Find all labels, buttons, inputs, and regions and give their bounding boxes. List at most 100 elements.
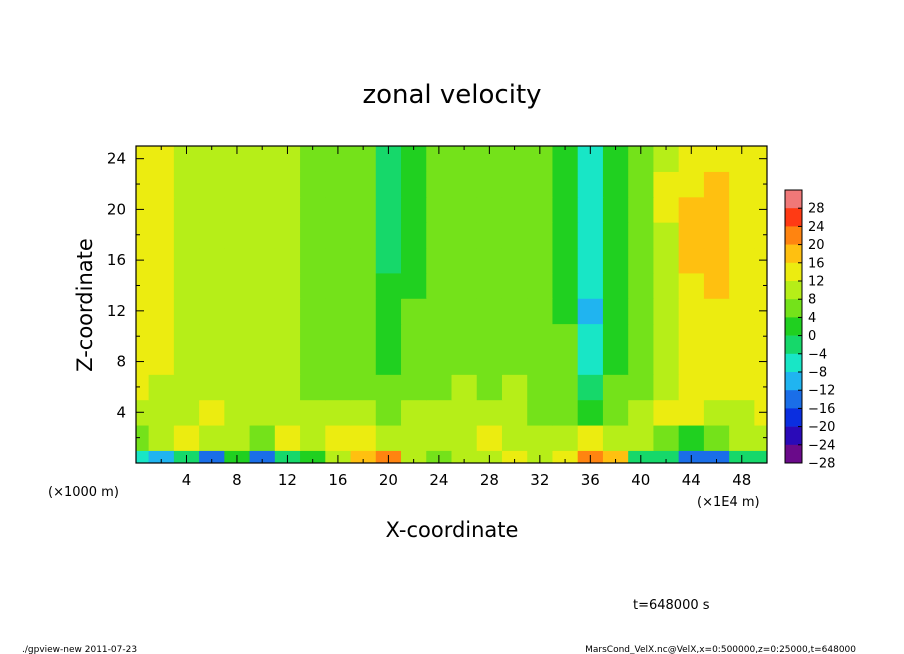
field-cell (148, 424, 175, 451)
colorbar-label: 4 (808, 311, 816, 326)
field-cell (136, 374, 150, 401)
field-cell (703, 450, 730, 463)
field-cell (653, 424, 680, 451)
field-cell (350, 374, 377, 401)
field-cell (148, 247, 175, 274)
field-cell (678, 348, 705, 375)
field-cell (300, 247, 326, 274)
field-cell (527, 298, 554, 325)
colorbar-box (785, 299, 802, 318)
field-cell (703, 298, 730, 325)
chart-title: zonal velocity (362, 80, 541, 110)
field-cell (476, 374, 503, 401)
field-cell (375, 424, 402, 451)
field-cell (577, 374, 604, 401)
field-cell (173, 348, 200, 375)
field-cell (527, 399, 554, 426)
y-tick-label: 4 (116, 403, 126, 421)
field-cell (148, 196, 175, 223)
field-cell (628, 222, 655, 249)
field-cell (350, 222, 377, 249)
field-cell (754, 374, 767, 401)
colorbar-label: 16 (808, 256, 825, 271)
field-cell (375, 298, 402, 325)
field-cell (501, 374, 528, 401)
field-cell (653, 247, 680, 274)
field-cell (325, 272, 352, 299)
field-cell (249, 348, 276, 375)
field-cell (325, 424, 352, 451)
colorbar-label: −12 (808, 384, 835, 399)
field-cell (577, 196, 604, 223)
field-cell (729, 222, 755, 249)
field-cell (173, 171, 200, 198)
field-cell (401, 196, 427, 223)
field-cell (552, 424, 579, 451)
field-cell (602, 450, 629, 463)
field-cell (451, 374, 478, 401)
field-cell (350, 171, 377, 198)
field-cell (602, 171, 629, 198)
field-cell (249, 272, 276, 299)
field-cell (577, 348, 604, 375)
field-cell (501, 450, 528, 463)
field-cell (199, 450, 225, 463)
field-cell (325, 171, 352, 198)
field-cell (628, 424, 655, 451)
field-cell (501, 298, 528, 325)
colorbar-label: −20 (808, 420, 835, 435)
field-cell (678, 298, 705, 325)
field-cell (350, 247, 377, 274)
colorbar-box (785, 244, 802, 264)
field-cell (350, 323, 377, 350)
x-units-label: (×1E4 m) (697, 495, 760, 510)
field-cell (602, 424, 629, 451)
field-cell (577, 323, 604, 350)
field-cell (729, 247, 755, 274)
field-cell (451, 424, 478, 451)
field-cell (249, 424, 276, 451)
field-cell (249, 196, 276, 223)
field-cell (224, 323, 251, 350)
field-cell (401, 247, 427, 274)
field-cell (199, 146, 225, 172)
field-cell (451, 348, 478, 375)
field-cell (199, 222, 225, 249)
field-cell (375, 272, 402, 299)
field-cell (754, 272, 767, 299)
field-cell (249, 399, 276, 426)
field-cell (527, 424, 554, 451)
field-cell (401, 374, 427, 401)
field-cell (729, 298, 755, 325)
x-tick-label: 20 (379, 471, 398, 489)
field-cell (148, 298, 175, 325)
field-cell (300, 348, 326, 375)
field-cell (703, 323, 730, 350)
field-cell (136, 450, 150, 463)
y-tick-label: 8 (116, 353, 126, 371)
field-cell (501, 272, 528, 299)
colorbar-box (785, 444, 802, 464)
field-cell (552, 323, 579, 350)
colorbar-label: −8 (808, 366, 827, 381)
field-cell (173, 374, 200, 401)
field-cell (678, 171, 705, 198)
field-cell (350, 146, 377, 172)
field-cell (173, 196, 200, 223)
field-cell (577, 272, 604, 299)
field-cell (451, 196, 478, 223)
field-cell (729, 171, 755, 198)
colorbar-box (785, 281, 802, 300)
field-cell (703, 348, 730, 375)
field-cell (602, 196, 629, 223)
field-cell (451, 146, 478, 172)
field-cell (476, 222, 503, 249)
field-cell (401, 298, 427, 325)
field-cell (501, 424, 528, 451)
field-cell (653, 298, 680, 325)
field-cell (628, 171, 655, 198)
field-cell (274, 424, 301, 451)
field-cell (350, 348, 377, 375)
